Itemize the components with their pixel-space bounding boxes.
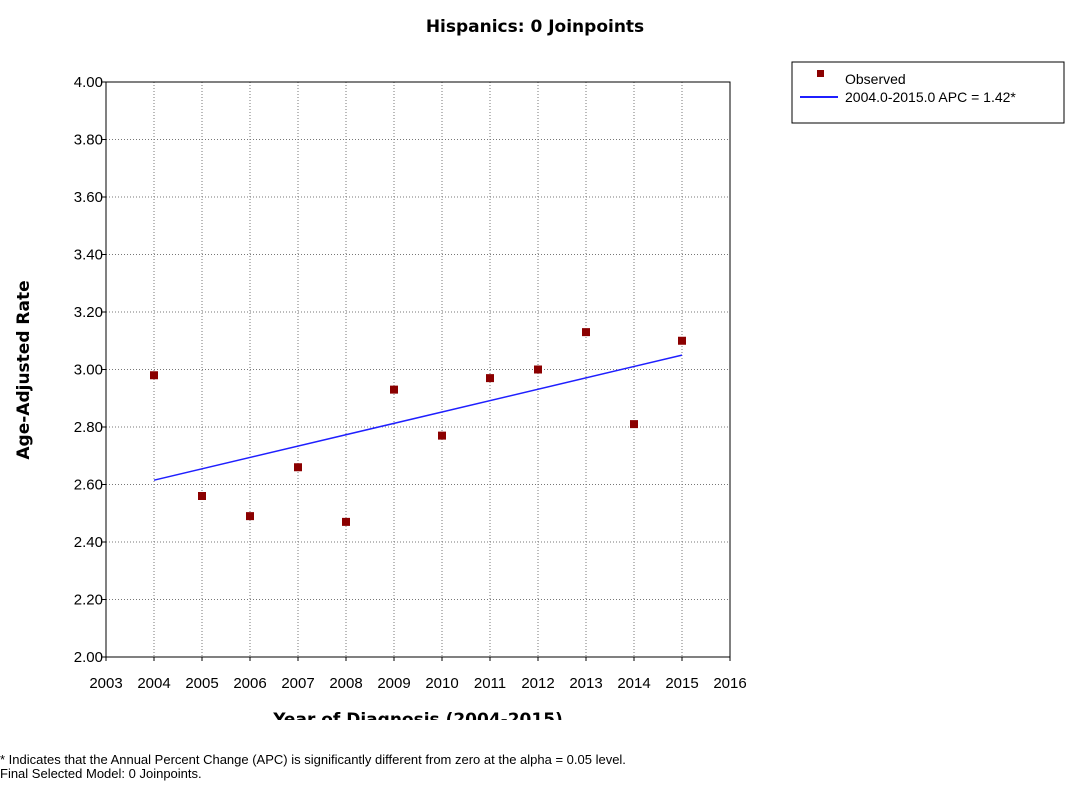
x-tick-label: 2014 [617, 675, 650, 692]
chart-title: Hispanics: 0 Joinpoints [426, 17, 644, 37]
observed-point [534, 365, 542, 374]
chart: Hispanics: 0 Joinpoints 2003 2004 2005 2006… [14, 17, 1065, 720]
axes: 2003 2004 2005 2006 2007 2008 2009 2010 2011 2012… [74, 74, 747, 692]
x-tick-label: 2011 [474, 675, 506, 692]
observed-points [150, 328, 686, 526]
observed-point [678, 336, 686, 345]
y-tick-label: 4.00 [74, 74, 103, 91]
x-tick-label: 2005 [185, 675, 218, 692]
x-tick-label: 2013 [569, 675, 602, 692]
observed-point [246, 512, 254, 521]
observed-point [630, 420, 638, 429]
grid [106, 82, 730, 657]
y-tick-label: 3.60 [74, 189, 103, 206]
y-axis-title: Age-Adjusted Rate [14, 280, 34, 459]
y-tick-label: 2.80 [74, 419, 103, 436]
x-tick-label: 2009 [377, 675, 410, 692]
x-tick-label: 2015 [665, 675, 698, 692]
observed-point [438, 431, 446, 440]
legend-apc-label: 2004.0-2015.0 APC = 1.42* [845, 89, 1016, 105]
y-tick-label: 3.20 [74, 304, 103, 321]
y-tick-label: 3.00 [74, 362, 103, 379]
x-tick-label: 2012 [521, 675, 554, 692]
observed-point [198, 492, 206, 500]
x-tick-label: 2007 [281, 675, 314, 692]
footnote-apc: * Indicates that the Annual Percent Chan… [0, 752, 626, 767]
y-tick-label: 2.20 [74, 592, 103, 609]
y-tick-label: 2.40 [74, 534, 103, 551]
x-tick-label: 2008 [329, 675, 362, 692]
apc-trend-line [153, 354, 683, 481]
observed-point [150, 371, 158, 380]
x-tick-label: 2003 [89, 675, 122, 692]
observed-point [342, 517, 350, 526]
legend-observed-marker [817, 70, 824, 77]
observed-point [486, 374, 494, 383]
x-tick-label: 2004 [137, 675, 170, 692]
observed-point [294, 463, 302, 472]
x-axis-title: Year of Diagnosis (2004-2015) [272, 710, 563, 720]
footnote-model: Final Selected Model: 0 Joinpoints. [0, 766, 202, 781]
trend-line-layer [153, 354, 683, 481]
x-tick-label: 2010 [425, 675, 458, 692]
x-tick-label: 2006 [233, 675, 266, 692]
legend: Observed 2004.0-2015.0 APC = 1.42* [791, 61, 1065, 124]
y-tick-label: 2.60 [74, 477, 103, 494]
legend-observed-label: Observed [845, 71, 906, 87]
y-tick-label: 2.00 [74, 649, 103, 666]
x-tick-label: 2016 [713, 675, 746, 692]
legend-box [791, 61, 1065, 124]
y-tick-label: 3.40 [74, 247, 103, 264]
observed-point [390, 385, 398, 394]
y-tick-label: 3.80 [74, 132, 103, 149]
observed-point [582, 328, 590, 337]
